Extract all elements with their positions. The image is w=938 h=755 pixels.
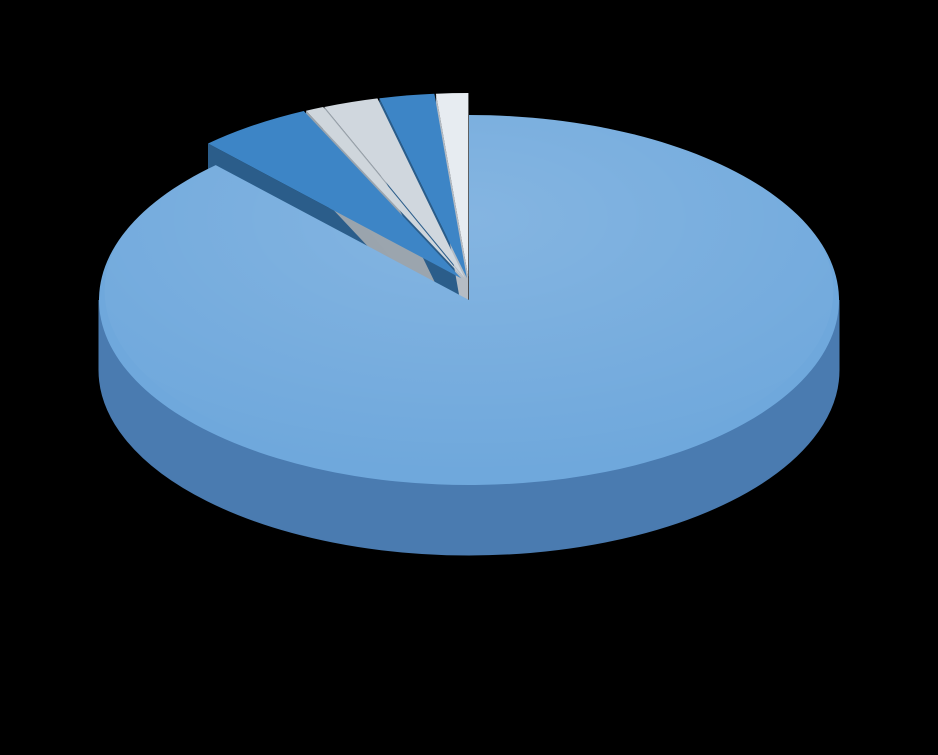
pie-3d-chart (0, 0, 938, 755)
pie-slice-main (99, 115, 839, 485)
